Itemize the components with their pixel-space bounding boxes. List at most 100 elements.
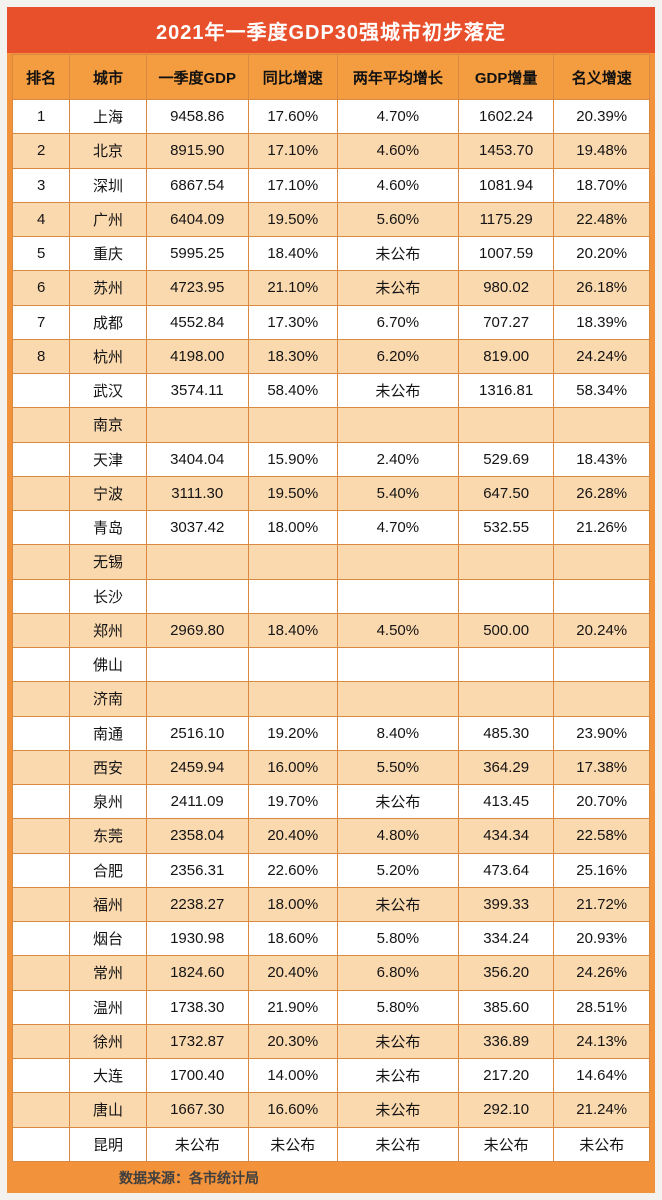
cell-city: 武汉: [69, 372, 147, 409]
cell-two-year-avg: 2.40%: [336, 441, 459, 477]
cell-q1-gdp: [145, 646, 249, 683]
cell-city: 苏州: [69, 270, 147, 306]
cell-q1-gdp: 9458.86: [145, 98, 249, 135]
cell-nominal-growth: 28.51%: [553, 989, 650, 1025]
table-row: 大连 1700.40 14.00% 未公布 217.20 14.64%: [11, 1057, 650, 1094]
cell-gdp-increment: 980.02: [457, 270, 555, 306]
cell-two-year-avg: 未公布: [336, 1092, 459, 1128]
table-row: 6 苏州 4723.95 21.10% 未公布 980.02 26.18%: [11, 270, 650, 306]
cell-nominal-growth: [553, 646, 650, 683]
table-row: 南通 2516.10 19.20% 8.40% 485.30 23.90%: [11, 715, 650, 751]
cell-q1-gdp: 4552.84: [145, 304, 249, 340]
cell-gdp-increment: 356.20: [457, 955, 555, 991]
cell-two-year-avg: [336, 578, 459, 614]
cell-nominal-growth: 20.24%: [553, 612, 650, 649]
gdp-table: 排名 城市 一季度GDP 同比增速 两年平均增长 GDP增量 名义增速 1 上海 9…: [11, 54, 650, 1162]
cell-rank: [11, 920, 71, 957]
cell-yoy-growth: 16.00%: [247, 749, 338, 786]
cell-two-year-avg: 6.80%: [336, 955, 459, 991]
cell-yoy-growth: 18.00%: [247, 886, 338, 923]
cell-nominal-growth: 20.93%: [553, 920, 650, 957]
cell-yoy-growth: 19.70%: [247, 783, 338, 820]
cell-rank: [11, 715, 71, 751]
cell-city: 西安: [69, 749, 147, 786]
table-row: 青岛 3037.42 18.00% 4.70% 532.55 21.26%: [11, 509, 650, 546]
table-row: 常州 1824.60 20.40% 6.80% 356.20 24.26%: [11, 955, 650, 991]
cell-gdp-increment: 473.64: [457, 852, 555, 888]
cell-gdp-increment: 1453.70: [457, 133, 555, 169]
cell-city: 合肥: [69, 852, 147, 888]
cell-rank: [11, 646, 71, 683]
header-two-year-avg: 两年平均增长: [336, 54, 459, 100]
cell-q1-gdp: 3037.42: [145, 509, 249, 546]
cell-yoy-growth: 18.40%: [247, 235, 338, 272]
cell-two-year-avg: 4.50%: [336, 612, 459, 649]
cell-city: 重庆: [69, 235, 147, 272]
table-row: 南京: [11, 407, 650, 443]
cell-nominal-growth: 18.70%: [553, 167, 650, 203]
header-gdp-increment: GDP增量: [457, 54, 555, 100]
cell-gdp-increment: 1081.94: [457, 167, 555, 203]
cell-rank: [11, 407, 71, 443]
cell-q1-gdp: 1824.60: [145, 955, 249, 991]
cell-gdp-increment: [457, 681, 555, 717]
cell-two-year-avg: 4.70%: [336, 509, 459, 546]
cell-gdp-increment: [457, 544, 555, 580]
header-q1-gdp: 一季度GDP: [145, 54, 249, 100]
table-row: 武汉 3574.11 58.40% 未公布 1316.81 58.34%: [11, 372, 650, 409]
table-row: 4 广州 6404.09 19.50% 5.60% 1175.29 22.48%: [11, 201, 650, 238]
cell-two-year-avg: 5.20%: [336, 852, 459, 888]
cell-yoy-growth: 19.50%: [247, 201, 338, 238]
cell-nominal-growth: 21.72%: [553, 886, 650, 923]
cell-nominal-growth: 21.26%: [553, 509, 650, 546]
table-row: 徐州 1732.87 20.30% 未公布 336.89 24.13%: [11, 1023, 650, 1060]
table-row: 东莞 2358.04 20.40% 4.80% 434.34 22.58%: [11, 818, 650, 854]
cell-two-year-avg: 4.70%: [336, 98, 459, 135]
table-wrap: 排名 城市 一季度GDP 同比增速 两年平均增长 GDP增量 名义增速 1 上海 9…: [7, 53, 655, 1163]
table-row: 佛山: [11, 646, 650, 683]
cell-yoy-growth: 17.10%: [247, 167, 338, 203]
cell-nominal-growth: 21.24%: [553, 1092, 650, 1128]
cell-rank: [11, 852, 71, 888]
cell-rank: 6: [11, 270, 71, 306]
cell-rank: [11, 441, 71, 477]
cell-two-year-avg: 5.40%: [336, 475, 459, 512]
cell-yoy-growth: [247, 578, 338, 614]
cell-q1-gdp: 2516.10: [145, 715, 249, 751]
cell-nominal-growth: [553, 544, 650, 580]
cell-city: 长沙: [69, 578, 147, 614]
cell-q1-gdp: 4198.00: [145, 338, 249, 375]
cell-rank: [11, 783, 71, 820]
cell-yoy-growth: 19.20%: [247, 715, 338, 751]
cell-q1-gdp: [145, 544, 249, 580]
cell-gdp-increment: 529.69: [457, 441, 555, 477]
cell-nominal-growth: 未公布: [553, 1126, 650, 1162]
table-row: 8 杭州 4198.00 18.30% 6.20% 819.00 24.24%: [11, 338, 650, 375]
cell-city: 宁波: [69, 475, 147, 512]
table-row: 烟台 1930.98 18.60% 5.80% 334.24 20.93%: [11, 920, 650, 957]
table-row: 3 深圳 6867.54 17.10% 4.60% 1081.94 18.70%: [11, 167, 650, 203]
cell-city: 上海: [69, 98, 147, 135]
cell-yoy-growth: 58.40%: [247, 372, 338, 409]
cell-nominal-growth: [553, 407, 650, 443]
cell-city: 昆明: [69, 1126, 147, 1162]
cell-city: 郑州: [69, 612, 147, 649]
cell-yoy-growth: 15.90%: [247, 441, 338, 477]
cell-nominal-growth: 26.28%: [553, 475, 650, 512]
cell-two-year-avg: 未公布: [336, 1023, 459, 1060]
cell-rank: [11, 989, 71, 1025]
cell-city: 天津: [69, 441, 147, 477]
cell-rank: [11, 681, 71, 717]
table-row: 2 北京 8915.90 17.10% 4.60% 1453.70 19.48%: [11, 133, 650, 169]
cell-city: 北京: [69, 133, 147, 169]
header-city: 城市: [69, 54, 147, 100]
cell-rank: 5: [11, 235, 71, 272]
cell-rank: [11, 1092, 71, 1128]
cell-city: 佛山: [69, 646, 147, 683]
cell-gdp-increment: 385.60: [457, 989, 555, 1025]
cell-q1-gdp: [145, 578, 249, 614]
cell-gdp-increment: [457, 407, 555, 443]
cell-city: 南京: [69, 407, 147, 443]
cell-q1-gdp: 2969.80: [145, 612, 249, 649]
